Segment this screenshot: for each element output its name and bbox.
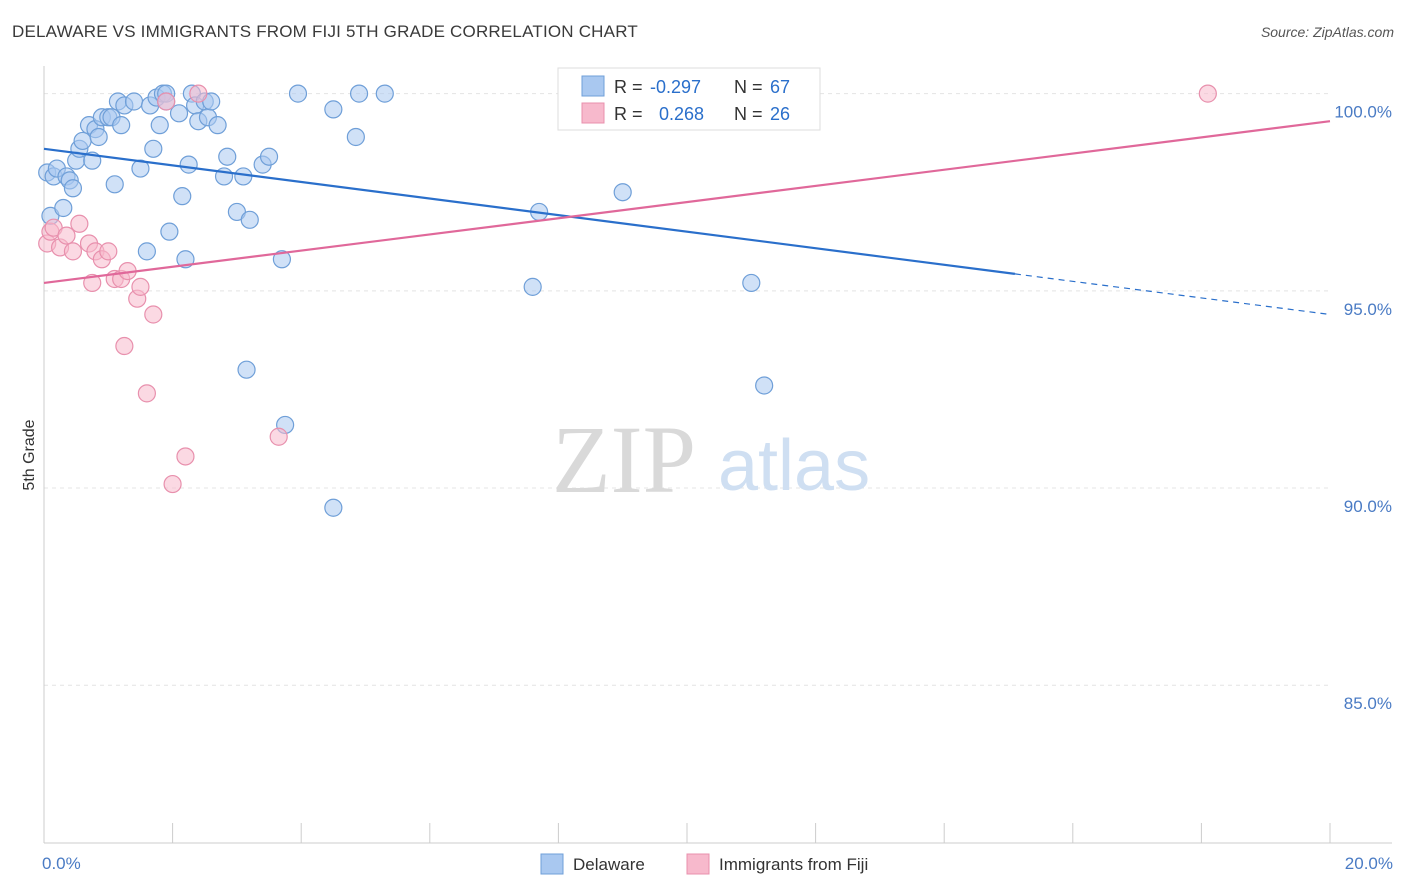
fiji-point [63, 242, 83, 261]
delaware-point [349, 84, 369, 103]
delaware-point [272, 250, 292, 269]
legend-r-value: 0.268 [659, 104, 704, 124]
fiji-point [1198, 84, 1217, 103]
fiji-point [57, 226, 76, 245]
legend-n-value: 67 [770, 77, 790, 97]
legend-box: R = -0.297 N = 67 R = 0.268 N = 26 [557, 67, 821, 131]
y-tick-label: 100.0% [1334, 103, 1392, 122]
delaware-point [179, 155, 198, 174]
delaware-point [63, 179, 83, 198]
legend-r-label: R = [614, 77, 643, 97]
fiji-point [115, 336, 134, 356]
delaware-point [137, 242, 156, 261]
y-tick-label: 85.0% [1344, 694, 1392, 713]
delaware-point [324, 100, 343, 119]
delaware-point [150, 116, 169, 135]
delaware-point [346, 127, 365, 147]
bottom-legend-swatch-delaware [540, 853, 564, 875]
fiji-point [83, 273, 102, 293]
delaware-point [144, 139, 163, 158]
watermark-zip: ZIP [552, 406, 696, 513]
delaware-point [54, 198, 73, 218]
bottom-legend-swatch-fiji [686, 853, 710, 875]
fiji-point [131, 277, 150, 296]
delaware-point [237, 360, 256, 379]
legend-n-label: N = [734, 77, 763, 97]
fiji-point [70, 214, 89, 233]
delaware-trend-line [43, 147, 1016, 275]
delaware-point [259, 147, 279, 166]
delaware-point [169, 104, 189, 123]
delaware-point [131, 159, 150, 178]
legend-n-value: 26 [770, 104, 790, 124]
legend-n-label: N = [734, 104, 763, 124]
axes-layer: 100.0% 95.0% 90.0% 85.0% 0.0% 20.0% [42, 66, 1393, 873]
x-tick-label: 0.0% [42, 854, 81, 873]
fiji-trend-line [43, 120, 1331, 285]
delaware-trend-line-extrapolated [1014, 273, 1331, 316]
bottom-legend-label-fiji: Immigrants from Fiji [719, 855, 868, 874]
fiji-point [137, 384, 156, 403]
x-tick-label: 20.0% [1345, 854, 1393, 873]
legend-swatch-delaware [581, 75, 605, 97]
bottom-legend-label-delaware: Delaware [573, 855, 645, 874]
delaware-point [89, 127, 108, 147]
fiji-point [189, 84, 208, 103]
fiji-point [157, 92, 176, 111]
y-tick-label: 90.0% [1344, 497, 1392, 516]
fiji-point [269, 427, 288, 446]
watermark-atlas: atlas [718, 426, 870, 506]
delaware-point [523, 277, 542, 296]
delaware-point [240, 210, 259, 229]
points-layer [38, 84, 1217, 517]
delaware-point [173, 187, 192, 206]
delaware-point [613, 183, 632, 202]
y-tick-label: 95.0% [1344, 300, 1392, 319]
fiji-point [176, 447, 195, 466]
delaware-point [375, 84, 394, 103]
delaware-point [105, 175, 124, 194]
legend-swatch-fiji [581, 102, 605, 124]
y-axis-label: 5th Grade [21, 419, 38, 490]
legend-r-label: R = [614, 104, 643, 124]
watermark: ZIP atlas [552, 406, 870, 513]
delaware-point [112, 116, 131, 135]
bottom-legend: Delaware Immigrants from Fiji [540, 853, 868, 875]
chart-title: DELAWARE VS IMMIGRANTS FROM FIJI 5TH GRA… [12, 22, 638, 41]
delaware-point [124, 92, 144, 111]
delaware-point [742, 273, 761, 293]
source-label: Source: ZipAtlas.com [1260, 24, 1394, 40]
delaware-point [234, 167, 253, 186]
delaware-point [208, 116, 227, 135]
delaware-point [288, 84, 308, 103]
fiji-point [163, 474, 182, 494]
trend-layer [43, 120, 1331, 316]
delaware-point [218, 147, 237, 166]
delaware-point [755, 376, 774, 395]
fiji-point [99, 242, 118, 261]
legend-r-value: -0.297 [650, 77, 701, 97]
fiji-point [144, 305, 163, 324]
delaware-point [324, 498, 343, 517]
delaware-point [160, 222, 179, 241]
